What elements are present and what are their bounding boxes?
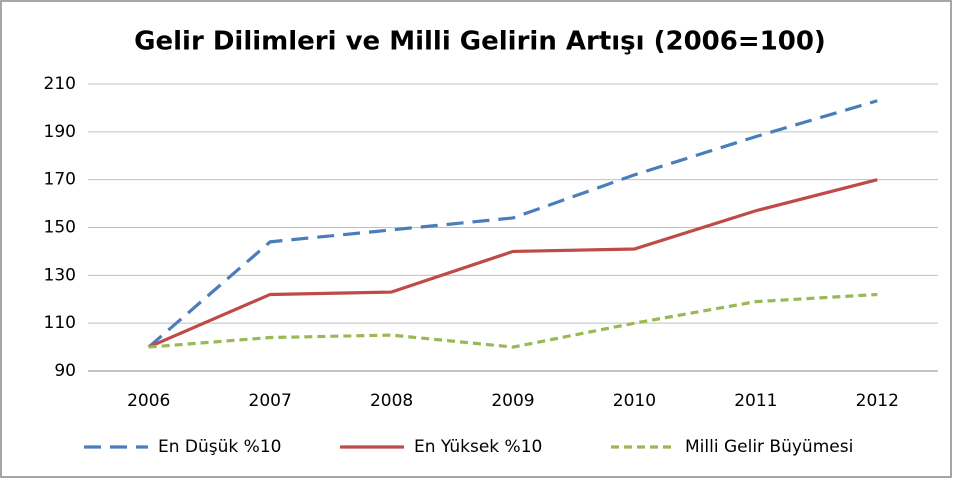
data-line	[148, 292, 878, 349]
y-tick-label: 130	[44, 265, 76, 285]
y-tick-label: 150	[44, 218, 76, 238]
x-tick-label: 2008	[370, 391, 413, 411]
y-tick-label: 170	[44, 170, 76, 190]
data-line	[147, 99, 878, 349]
data-line	[148, 178, 878, 349]
x-tick-label: 2012	[856, 391, 899, 411]
legend-label: Milli Gelir Büyümesi	[685, 437, 853, 457]
y-tick-label: 210	[44, 74, 76, 94]
x-tick-label: 2007	[249, 391, 292, 411]
legend-label: En Düşük %10	[158, 437, 281, 457]
y-tick-label: 190	[44, 122, 76, 142]
x-tick-label: 2006	[127, 391, 170, 411]
x-tick-label: 2010	[613, 391, 656, 411]
x-tick-label: 2011	[734, 391, 777, 411]
legend-label: En Yüksek %10	[414, 437, 542, 457]
x-tick-label: 2009	[491, 391, 534, 411]
chart-title: Gelir Dilimleri ve Milli Gelirin Artışı …	[134, 27, 826, 57]
y-tick-label: 90	[54, 361, 76, 381]
y-tick-label: 110	[44, 313, 76, 333]
